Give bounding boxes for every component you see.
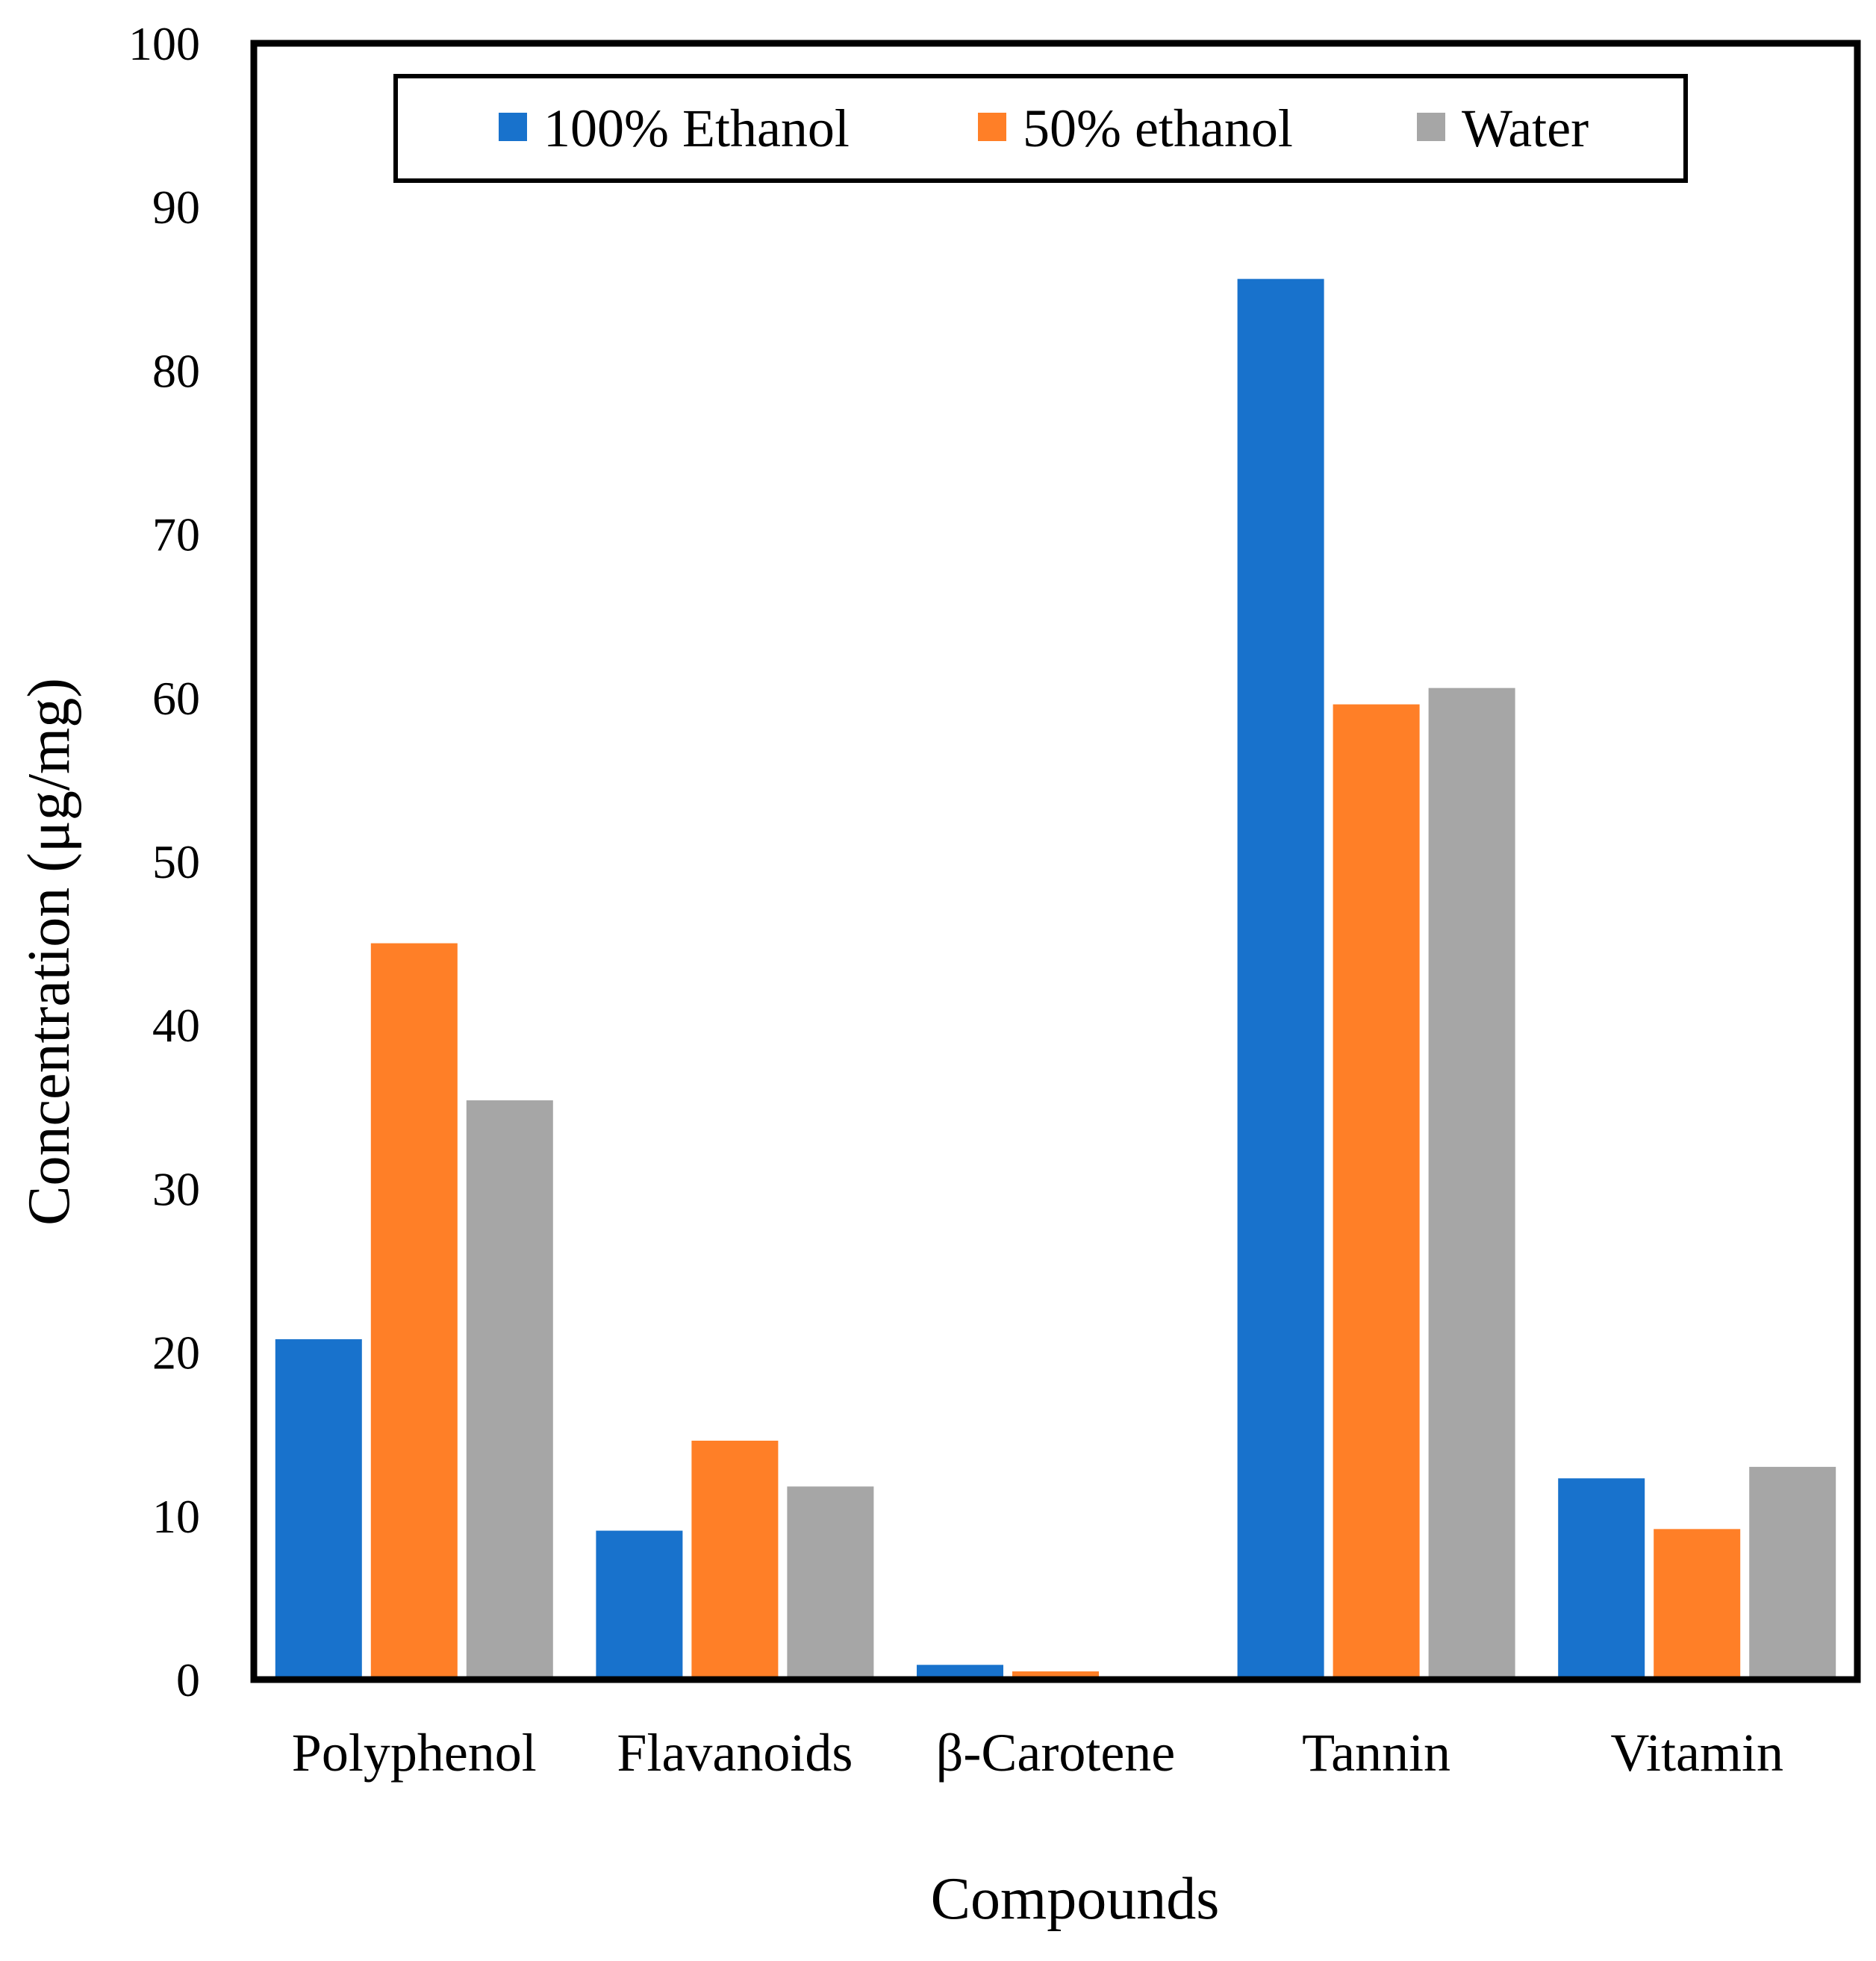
bar-vitamin-100-ethanol [1558,1478,1645,1680]
legend-swatch-water [1417,113,1445,141]
y-tick-label-40: 40 [152,999,200,1052]
bars-layer [275,278,1836,1680]
bar-tannin-100-ethanol [1237,278,1324,1680]
legend-box [393,74,1688,183]
bar-flavanoids-50-ethanol [691,1440,779,1680]
x-category-label-vitamin: Vitamin [1610,1723,1783,1783]
x-categories-layer: Polyphenol Flavanoids β-Carotene Tannin Vita… [292,1723,1783,1783]
bar-tannin-50-ethanol [1333,704,1420,1680]
bar-carotene-50-ethanol [1012,1671,1099,1680]
y-tick-label-20: 20 [152,1326,200,1379]
bar-flavanoids-water [787,1486,874,1680]
x-axis-title: Compounds [931,1866,1220,1932]
bar-vitamin-50-ethanol [1654,1529,1741,1680]
legend-label-50-ethanol: 50% ethanol [1023,99,1293,158]
bar-tannin-water [1428,688,1515,1680]
bar-carotene-100-ethanol [917,1665,1003,1680]
legend-label-water: Water [1462,99,1589,158]
legend-swatch-100-ethanol [499,113,527,141]
y-tick-label-60: 60 [152,672,200,725]
x-category-label-polyphenol: Polyphenol [292,1723,537,1783]
legend: 100% Ethanol 50% ethanol Water [393,74,1688,183]
legend-items: 100% Ethanol 50% ethanol Water [499,99,1589,158]
bar-polyphenol-water [466,1100,553,1680]
y-tick-label-90: 90 [152,181,200,234]
y-tick-label-70: 70 [152,508,200,561]
plot-frame [250,40,1861,1683]
x-category-label-flavanoids: Flavanoids [617,1723,853,1783]
bar-polyphenol-100-ethanol [275,1339,362,1680]
y-ticks-layer: 0 10 20 30 40 50 60 70 80 90 100 [128,17,200,1706]
y-tick-label-80: 80 [152,344,200,397]
y-axis-title: Concentration (μg/mg) [16,678,82,1226]
legend-label-100-ethanol: 100% Ethanol [543,99,850,158]
bar-vitamin-water [1749,1467,1836,1680]
y-tick-label-0: 0 [176,1653,200,1706]
y-tick-label-30: 30 [152,1162,200,1215]
y-tick-label-10: 10 [152,1490,200,1543]
bar-flavanoids-100-ethanol [596,1530,683,1680]
y-tick-label-50: 50 [152,835,200,888]
y-tick-label-100: 100 [128,17,200,70]
x-category-label-carotene: β-Carotene [936,1723,1175,1783]
bar-polyphenol-50-ethanol [370,943,458,1680]
legend-swatch-50-ethanol [978,113,1006,141]
x-category-label-tannin: Tannin [1302,1723,1450,1783]
